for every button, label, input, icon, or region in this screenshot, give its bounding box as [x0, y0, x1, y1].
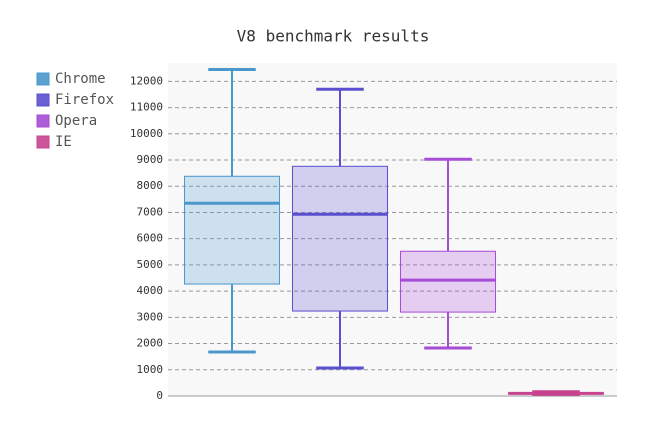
legend-label: Opera	[55, 113, 97, 129]
y-tick-label: 10000	[130, 127, 163, 140]
legend-label: Chrome	[55, 71, 106, 87]
legend-swatch	[36, 72, 50, 86]
legend-swatch	[36, 135, 50, 149]
y-tick-label: 1000	[137, 363, 164, 376]
y-tick-label: 11000	[130, 101, 163, 114]
y-tick-label: 9000	[137, 153, 164, 166]
y-tick-label: 0	[156, 389, 163, 402]
y-tick-label: 5000	[137, 258, 164, 271]
y-tick-label: 4000	[137, 284, 164, 297]
box	[399, 250, 497, 313]
y-tick-label: 6000	[137, 232, 164, 245]
legend-swatch	[36, 93, 50, 107]
box	[183, 175, 281, 285]
box	[291, 165, 389, 312]
y-tick-label: 3000	[137, 310, 164, 323]
chart-title: V8 benchmark results	[237, 27, 430, 46]
y-tick-label: 7000	[137, 205, 164, 218]
y-tick-label: 12000	[130, 74, 163, 87]
legend-label: IE	[55, 134, 72, 150]
legend-label: Firefox	[55, 92, 114, 108]
plot-background	[168, 63, 617, 396]
y-tick-label: 2000	[137, 337, 164, 350]
y-tick-label: 8000	[137, 179, 164, 192]
legend-swatch	[36, 114, 50, 128]
